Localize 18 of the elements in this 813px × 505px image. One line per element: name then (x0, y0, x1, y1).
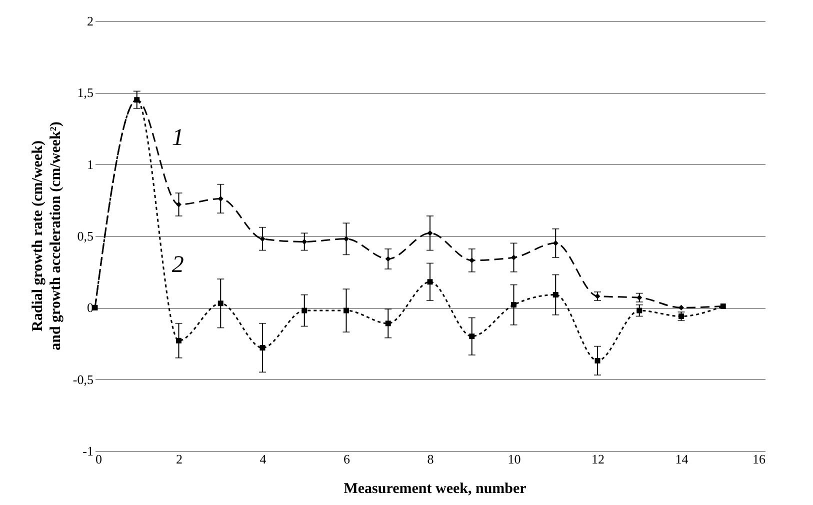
y-tick-label: 0,5 (77, 228, 94, 244)
x-tick-label: 2 (176, 452, 182, 466)
x-tick-label: 8 (427, 452, 434, 466)
x-tick-label: 12 (592, 452, 604, 466)
x-tick-label: 4 (260, 452, 267, 466)
x-tick-label: 6 (344, 452, 350, 466)
y-axis-title: Radial growth rate (cm/week) and growth acceleration (cm/week²) (30, 122, 64, 350)
y-tick-label: 1,5 (77, 85, 94, 100)
x-tick-label: 10 (508, 452, 521, 466)
y-tick-label: 2 (87, 14, 94, 28)
series-label: 1 (172, 125, 184, 152)
x-tick-label: 16 (752, 452, 766, 466)
y-tick-label: 1 (87, 156, 94, 172)
x-tick-label: 14 (675, 452, 689, 466)
y-tick-label: -0,5 (72, 372, 94, 387)
series-label: 2 (172, 252, 184, 278)
y-tick-label: -1 (82, 444, 94, 458)
x-axis-title: Measurement week, number (344, 481, 527, 497)
